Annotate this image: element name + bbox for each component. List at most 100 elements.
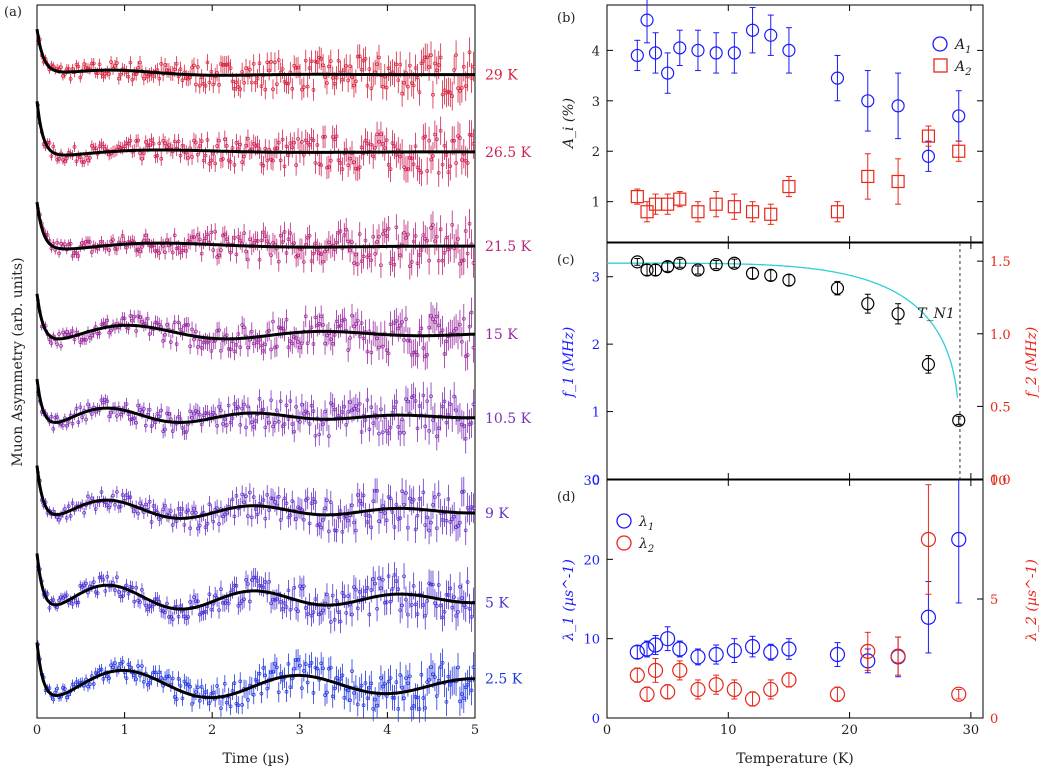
data-point	[82, 62, 86, 66]
data-point	[346, 348, 351, 352]
data-point	[394, 225, 399, 230]
data-point	[440, 615, 445, 620]
data-point	[365, 83, 370, 88]
data-point	[400, 685, 404, 690]
data-point	[271, 496, 275, 501]
data-point	[99, 142, 104, 146]
data-point	[278, 599, 283, 604]
data-point	[226, 601, 231, 606]
data-point	[263, 234, 268, 239]
data-point	[201, 158, 206, 163]
data-point	[269, 253, 273, 258]
data-point	[438, 227, 443, 232]
data-point	[116, 145, 121, 149]
data-point	[404, 676, 408, 680]
data-point	[423, 424, 428, 429]
data-point	[309, 325, 314, 330]
data-point	[180, 248, 185, 253]
data-point	[386, 163, 391, 167]
data-point	[242, 80, 246, 85]
data-point	[319, 611, 324, 615]
data-point	[367, 685, 372, 690]
data-point	[107, 330, 112, 335]
data-point	[313, 241, 318, 246]
data-point	[307, 233, 312, 238]
fit-curve	[607, 262, 959, 398]
data-point	[431, 582, 435, 587]
data-point	[661, 66, 675, 80]
data-point	[276, 58, 281, 62]
data-point	[217, 253, 221, 258]
data-point	[203, 690, 208, 695]
data-point	[313, 59, 318, 64]
data-point	[82, 583, 86, 588]
data-point	[217, 328, 221, 333]
data-point	[303, 662, 308, 666]
data-point	[303, 606, 308, 610]
data-point	[134, 248, 139, 253]
data-point	[460, 258, 464, 263]
data-point	[271, 597, 275, 602]
data-point	[288, 339, 293, 344]
data-point	[300, 87, 304, 92]
data-point	[433, 132, 437, 137]
data-point	[350, 313, 354, 318]
data-point	[274, 146, 279, 151]
data-point	[130, 318, 135, 323]
data-point	[219, 587, 223, 592]
data-point	[325, 81, 329, 85]
panel-c-data	[607, 243, 966, 479]
data-point	[429, 665, 433, 669]
data-point	[138, 315, 142, 320]
data-point	[427, 528, 431, 533]
data-point	[369, 405, 374, 410]
data-point	[64, 516, 69, 520]
data-point	[136, 664, 140, 668]
data-point	[377, 345, 381, 350]
data-point	[251, 425, 256, 429]
data-point	[454, 161, 458, 165]
data-point	[49, 414, 54, 419]
data-point	[307, 66, 312, 70]
data-point	[124, 245, 129, 250]
data-point	[446, 674, 451, 679]
data-point	[74, 600, 79, 605]
data-point	[409, 81, 414, 85]
data-point	[63, 333, 67, 337]
data-point	[355, 606, 360, 611]
y-tick-label: 4	[592, 44, 600, 59]
data-point	[276, 494, 281, 499]
data-point	[346, 239, 351, 244]
data-point	[456, 609, 460, 614]
data-point	[253, 144, 258, 148]
data-point	[249, 329, 254, 334]
data-point	[97, 144, 102, 149]
data-point	[172, 67, 177, 72]
data-point	[442, 251, 447, 255]
data-point	[276, 259, 281, 264]
data-point	[271, 319, 275, 324]
temperature-label: 2.5 K	[485, 672, 523, 688]
temperature-label: 21.5 K	[485, 239, 532, 255]
data-point	[51, 426, 56, 431]
data-point	[355, 262, 360, 266]
data-point	[203, 411, 208, 415]
data-point	[80, 415, 85, 420]
data-point	[396, 587, 401, 591]
data-point	[373, 488, 377, 493]
data-point	[471, 64, 476, 69]
data-point	[126, 662, 131, 667]
data-point	[444, 235, 449, 240]
data-point	[429, 226, 433, 230]
data-point	[409, 352, 414, 357]
data-point	[215, 144, 219, 148]
data-point	[388, 167, 393, 171]
data-point	[194, 409, 198, 413]
data-point	[151, 141, 156, 146]
data-point	[192, 337, 196, 342]
data-point	[402, 502, 406, 507]
data-point	[436, 426, 441, 431]
data-point	[195, 345, 200, 349]
